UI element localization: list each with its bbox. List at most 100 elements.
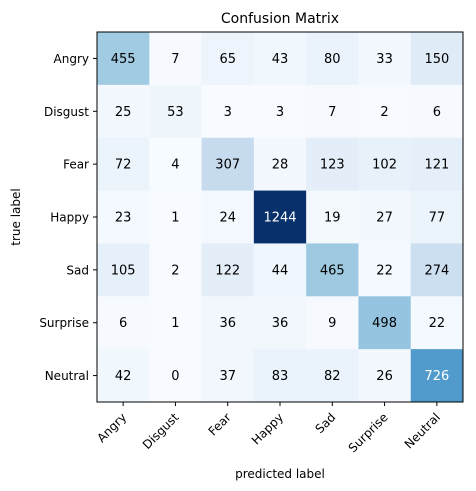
x-tick-label-fear: Fear (206, 410, 234, 438)
cell-sad-neutral (410, 243, 464, 297)
cell-value: 6 (433, 105, 441, 120)
cell-angry-disgust (149, 32, 203, 86)
x-tick-label-angry: Angry (94, 410, 129, 445)
cell-neutral-disgust (149, 349, 203, 403)
cell-value: 2 (171, 263, 179, 278)
cell-fear-sad (306, 137, 359, 192)
cell-angry-fear (201, 32, 255, 86)
cell-happy-surprise (358, 190, 412, 244)
cell-value: 122 (215, 263, 240, 278)
cell-value: 25 (115, 105, 132, 120)
cell-value: 33 (376, 52, 393, 67)
cell-disgust-neutral (410, 84, 464, 139)
cell-value: 1 (171, 316, 179, 331)
cell-sad-angry (97, 243, 150, 297)
cell-value: 23 (115, 211, 132, 226)
cell-disgust-happy (253, 84, 307, 139)
y-tick-label-surprise: Surprise (39, 316, 89, 330)
cell-value: 37 (219, 369, 236, 384)
cell-disgust-disgust (149, 84, 203, 139)
x-axis-ticks: Angry Disgust Fear Happy Sad Surprise Neutral (94, 402, 443, 455)
cell-surprise-disgust (149, 296, 203, 350)
heatmap-cells (97, 32, 464, 403)
cell-surprise-surprise (358, 296, 412, 350)
cell-fear-fear (201, 137, 255, 192)
x-axis-label: predicted label (235, 467, 325, 481)
cell-value: 498 (372, 316, 397, 331)
cell-happy-happy (253, 190, 307, 244)
cell-value: 27 (376, 211, 393, 226)
cell-value: 82 (324, 369, 341, 384)
cell-neutral-sad (306, 349, 359, 403)
cell-value: 44 (272, 263, 289, 278)
x-tick-label-surprise: Surprise (346, 410, 391, 455)
cell-value: 1244 (263, 211, 296, 226)
cell-value: 72 (115, 158, 132, 173)
cell-angry-surprise (358, 32, 412, 86)
cell-fear-neutral (410, 137, 464, 192)
y-tick-label-fear: Fear (63, 158, 89, 172)
cell-fear-disgust (149, 137, 203, 192)
cell-value: 7 (171, 52, 179, 67)
cell-angry-happy (253, 32, 307, 86)
cell-value: 77 (429, 211, 446, 226)
cell-value: 123 (320, 158, 345, 173)
x-tick-label-sad: Sad (313, 410, 339, 436)
y-axis-label: true label (9, 188, 23, 245)
cell-fear-angry (97, 137, 150, 192)
cell-happy-neutral (410, 190, 464, 244)
y-axis-ticks: Angry Disgust Fear Happy Sad Surprise Neutral (39, 52, 97, 383)
cell-value: 465 (320, 263, 345, 278)
cell-value: 4 (171, 158, 179, 173)
cell-value: 726 (424, 369, 449, 384)
cell-value: 2 (380, 105, 388, 120)
x-tick-label-happy: Happy (249, 410, 286, 447)
cell-value: 3 (276, 105, 284, 120)
cell-surprise-fear (201, 296, 255, 350)
cell-value: 105 (111, 263, 136, 278)
cell-fear-happy (253, 137, 307, 192)
cell-disgust-sad (306, 84, 359, 139)
cell-value: 1 (171, 211, 179, 226)
x-tick-label-disgust: Disgust (140, 410, 182, 452)
cell-value: 0 (171, 369, 179, 384)
cell-value: 307 (215, 158, 240, 173)
cell-disgust-fear (201, 84, 255, 139)
cell-surprise-sad (306, 296, 359, 350)
cell-surprise-angry (97, 296, 150, 350)
cell-value: 28 (272, 158, 289, 173)
y-tick-label-angry: Angry (54, 52, 89, 66)
cell-value: 7 (328, 105, 336, 120)
cell-disgust-angry (97, 84, 150, 139)
cell-value: 42 (115, 369, 132, 384)
cell-sad-disgust (149, 243, 203, 297)
cell-value: 36 (272, 316, 289, 331)
cell-surprise-happy (253, 296, 307, 350)
cell-value: 455 (111, 52, 136, 67)
cell-value: 65 (219, 52, 236, 67)
cell-happy-fear (201, 190, 255, 244)
cell-sad-fear (201, 243, 255, 297)
cell-value: 9 (328, 316, 336, 331)
cell-disgust-surprise (358, 84, 412, 139)
cell-value: 80 (324, 52, 341, 67)
cell-angry-neutral (410, 32, 464, 86)
y-tick-label-neutral: Neutral (45, 369, 89, 383)
cell-value: 22 (376, 263, 393, 278)
cell-value: 6 (119, 316, 127, 331)
cell-neutral-surprise (358, 349, 412, 403)
cell-surprise-neutral (410, 296, 464, 350)
cell-happy-angry (97, 190, 150, 244)
cell-neutral-angry (97, 349, 150, 403)
cell-value: 150 (424, 52, 449, 67)
cell-value: 36 (219, 316, 236, 331)
cell-value: 53 (167, 105, 184, 120)
cell-neutral-fear (201, 349, 255, 403)
cell-value: 83 (272, 369, 289, 384)
cell-value: 3 (224, 105, 232, 120)
x-tick-label-neutral: Neutral (402, 410, 443, 451)
cell-value: 121 (424, 158, 449, 173)
y-tick-label-sad: Sad (66, 263, 89, 277)
cell-sad-surprise (358, 243, 412, 297)
